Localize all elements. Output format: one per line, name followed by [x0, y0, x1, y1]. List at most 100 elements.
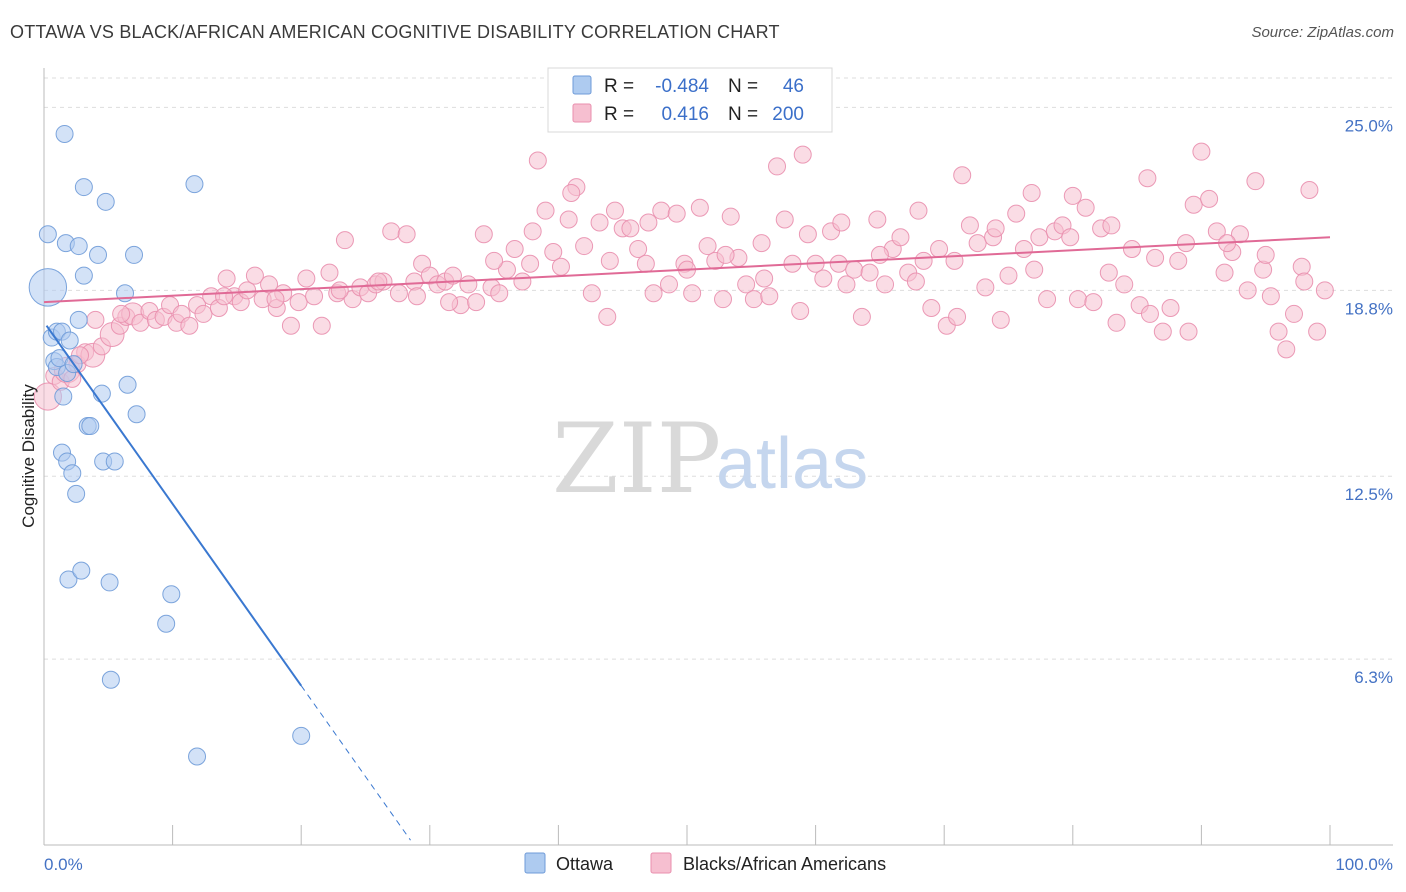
black-point: [845, 260, 864, 279]
x-tick-label-max: 100.0%: [1335, 855, 1393, 874]
legend-swatch-black: [572, 103, 592, 123]
ottawa-point: [89, 245, 108, 264]
y-tick-label: 18.8%: [1345, 299, 1393, 318]
black-point: [266, 290, 285, 309]
black-point: [544, 242, 563, 261]
black-point: [721, 207, 740, 226]
black-point: [991, 310, 1010, 329]
bottom-legend-swatch-ottawa: [524, 852, 546, 874]
ottawa-point: [162, 585, 181, 604]
black-point: [1063, 186, 1082, 205]
black-point: [312, 316, 331, 335]
ottawa-point: [59, 570, 78, 589]
y-tick-label: 25.0%: [1345, 116, 1393, 135]
black-point: [914, 251, 933, 270]
black-point: [1122, 240, 1141, 259]
black-point: [559, 210, 578, 229]
legend-ottawa-n-label: N =: [728, 76, 758, 97]
black-point: [1230, 225, 1249, 244]
black-point: [1138, 169, 1157, 188]
black-point: [180, 316, 199, 335]
black-point: [644, 284, 663, 303]
black-point: [737, 275, 756, 294]
chart-source: Source: ZipAtlas.com: [1251, 24, 1394, 41]
black-point: [551, 257, 570, 276]
ottawa-point: [81, 417, 100, 436]
black-point: [86, 310, 105, 329]
black-point: [698, 237, 717, 256]
legend-ottawa-r-value: -0.484: [655, 76, 709, 97]
black-point: [1315, 281, 1334, 300]
black-point: [335, 231, 354, 250]
ottawa-point: [101, 670, 120, 689]
ottawa-point: [28, 268, 68, 307]
black-point: [629, 240, 648, 259]
black-point: [369, 272, 388, 291]
black-point: [1284, 304, 1303, 323]
black-point: [837, 275, 856, 294]
black-point: [485, 251, 504, 270]
black-point: [930, 240, 949, 259]
black-point: [1161, 299, 1180, 318]
black-point: [459, 275, 478, 294]
black-point: [960, 216, 979, 235]
black-point: [909, 201, 928, 220]
legend-black-n-label: N =: [728, 104, 758, 125]
black-point: [906, 272, 925, 291]
black-point: [590, 213, 609, 232]
black-point: [1025, 260, 1044, 279]
black-point: [953, 166, 972, 185]
legend-black-r-value: 0.416: [661, 104, 709, 125]
ottawa-point: [100, 573, 119, 592]
ottawa-point: [54, 387, 73, 406]
black-point: [652, 201, 671, 220]
black-point: [1261, 287, 1280, 306]
black-point: [1269, 322, 1288, 341]
black-point: [1192, 142, 1211, 161]
black-point: [467, 293, 486, 312]
black-point: [598, 307, 617, 326]
bottom-legend: Ottawa Blacks/African Americans: [524, 852, 886, 874]
black-point: [1099, 263, 1118, 282]
black-point: [829, 254, 848, 273]
y-tick-label: 12.5%: [1345, 485, 1393, 504]
black-point: [1084, 293, 1103, 312]
black-point: [562, 183, 581, 202]
black-point: [1140, 304, 1159, 323]
black-point: [1146, 248, 1165, 267]
black-point: [752, 234, 771, 253]
black-point: [238, 281, 257, 300]
black-point: [1115, 275, 1134, 294]
black-point: [320, 263, 339, 282]
ottawa-point: [69, 237, 88, 256]
ottawa-point: [63, 464, 82, 483]
ottawa-point: [125, 245, 144, 264]
black-point: [986, 219, 1005, 238]
ottawa-point: [38, 225, 57, 244]
black-point: [1107, 313, 1126, 332]
ottawa-point: [292, 726, 311, 745]
black-point: [860, 263, 879, 282]
black-point: [868, 210, 887, 229]
black-point: [1256, 245, 1275, 264]
ottawa-trendline-extension: [300, 685, 411, 841]
black-point: [755, 269, 774, 288]
black-point: [528, 151, 547, 170]
black-point: [876, 275, 895, 294]
black-point: [791, 301, 810, 320]
black-point: [1153, 322, 1172, 341]
black-point: [194, 304, 213, 323]
black-point: [474, 225, 493, 244]
black-point: [297, 269, 316, 288]
bottom-legend-black-label: Blacks/African Americans: [683, 854, 886, 874]
black-point: [999, 266, 1018, 285]
black-point: [405, 272, 424, 291]
axis-layer: 6.3% 12.5% 18.8% 25.0%: [43, 68, 1393, 846]
black-point: [1007, 204, 1026, 223]
black-point: [976, 278, 995, 297]
black-point: [814, 269, 833, 288]
ottawa-point: [188, 747, 207, 766]
ottawa-point: [67, 484, 86, 503]
trend-layer: [43, 236, 1331, 841]
